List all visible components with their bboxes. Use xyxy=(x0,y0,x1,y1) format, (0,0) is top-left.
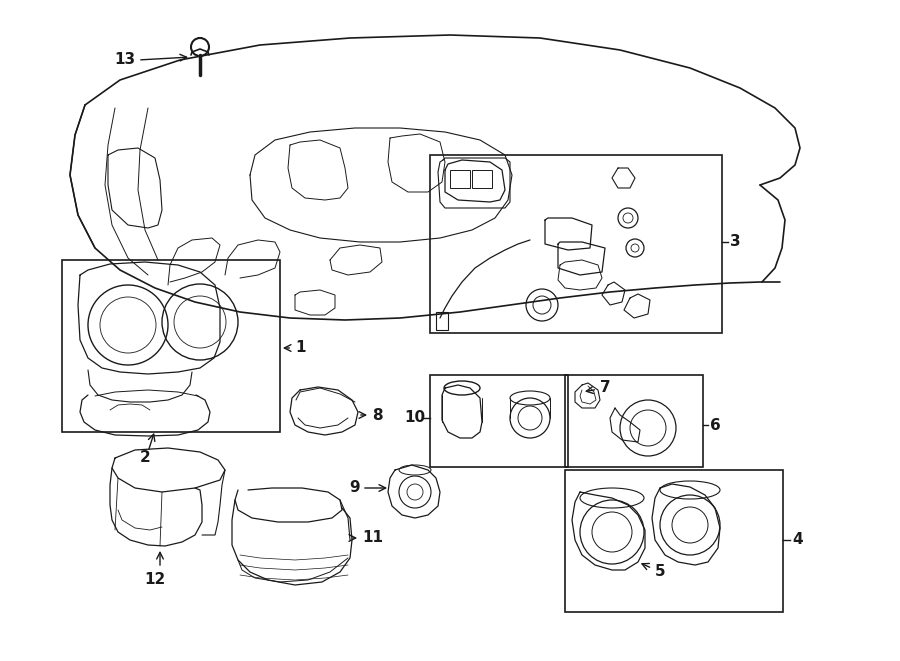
Text: 3: 3 xyxy=(730,235,741,249)
Bar xyxy=(436,312,448,330)
Bar xyxy=(565,375,703,467)
Text: 7: 7 xyxy=(586,381,610,395)
Bar xyxy=(472,170,492,188)
Text: 11: 11 xyxy=(362,531,383,545)
Text: 5: 5 xyxy=(642,563,666,580)
Text: 9: 9 xyxy=(349,481,360,496)
Bar xyxy=(430,375,568,467)
Bar xyxy=(565,470,783,612)
Text: 1: 1 xyxy=(284,340,305,356)
Text: 2: 2 xyxy=(140,451,151,465)
Bar xyxy=(450,170,470,188)
Text: 8: 8 xyxy=(372,407,382,422)
Text: 13: 13 xyxy=(114,52,135,67)
Text: 4: 4 xyxy=(792,533,803,547)
Text: 12: 12 xyxy=(144,572,166,587)
Bar xyxy=(62,260,280,432)
Text: 6: 6 xyxy=(710,418,721,432)
Text: 10: 10 xyxy=(404,410,425,426)
Bar xyxy=(430,155,722,333)
